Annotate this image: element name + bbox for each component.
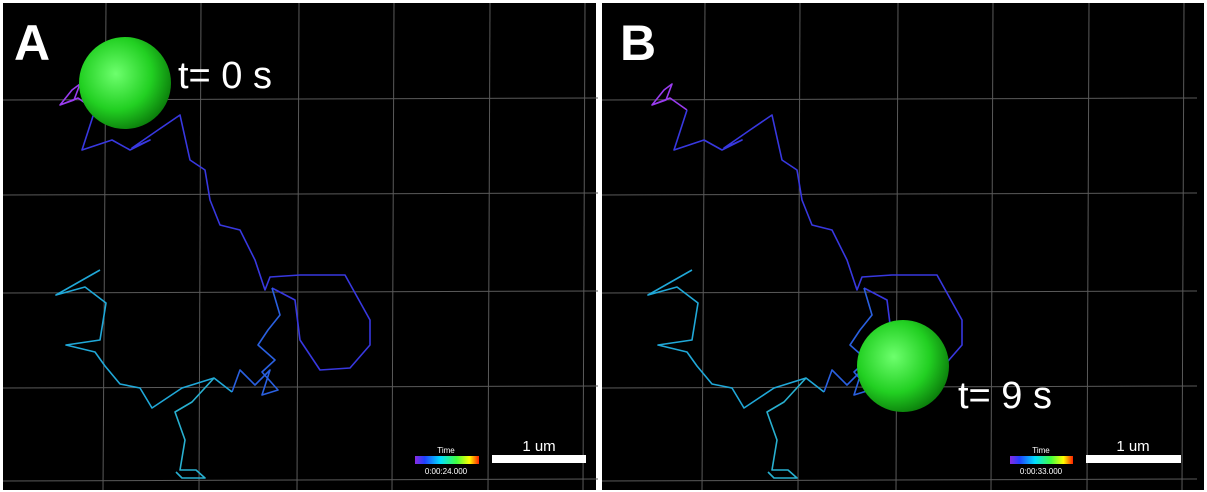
bead <box>79 37 171 129</box>
bead <box>857 320 949 412</box>
panel-a: A t= 0 s Time 0:00:24.000 1 um <box>3 3 598 490</box>
scale-bar-label: 1 um <box>1116 438 1149 455</box>
colorbar-title: Time <box>1032 446 1050 455</box>
colorbar-time: 0:00:33.000 <box>1020 467 1063 476</box>
colorbar <box>1010 456 1073 464</box>
colorbar-time: 0:00:24.000 <box>425 467 468 476</box>
colorbar-title: Time <box>437 446 455 455</box>
scale-bar <box>1086 455 1181 463</box>
panel-label: B <box>620 15 656 71</box>
time-label: t= 0 s <box>178 55 272 97</box>
panel-label: A <box>14 15 50 71</box>
scale-bar-label: 1 um <box>522 438 555 455</box>
panel-background <box>602 3 1204 490</box>
scale-bar <box>492 455 586 463</box>
time-label: t= 9 s <box>958 375 1052 417</box>
figure: A t= 0 s Time 0:00:24.000 1 um B t= 9 s … <box>0 0 1207 492</box>
colorbar <box>415 456 479 464</box>
panel-b: B t= 9 s Time 0:00:33.000 1 um <box>602 3 1204 490</box>
